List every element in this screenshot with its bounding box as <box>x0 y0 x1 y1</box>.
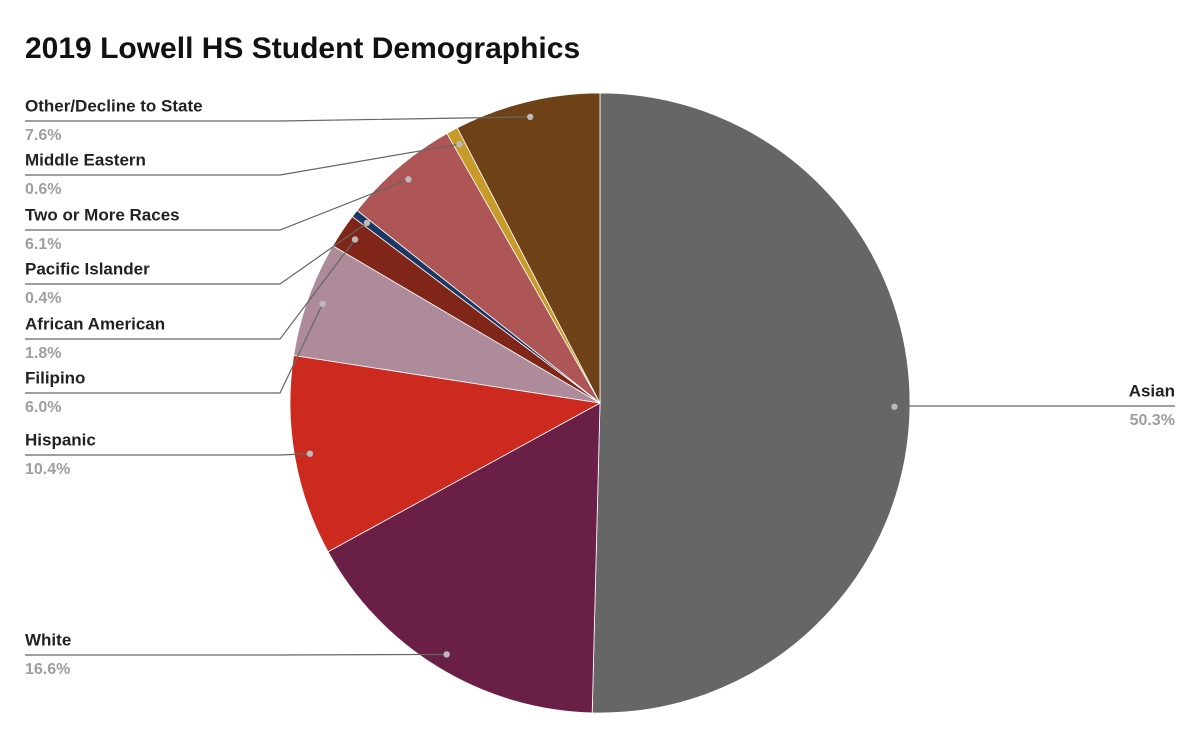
slice-value-label: 1.8% <box>25 345 61 362</box>
slice-value-label: 0.6% <box>25 181 61 198</box>
slice-label: Pacific Islander <box>25 259 150 278</box>
leader-dot <box>306 450 314 457</box>
chart-title: 2019 Lowell HS Student Demographics <box>25 32 580 65</box>
slice-label: Asian <box>1129 381 1175 400</box>
leader-dot <box>527 113 534 121</box>
leader-dot <box>351 236 359 243</box>
slice-value-label: 6.0% <box>25 399 61 416</box>
leader-line <box>25 143 460 176</box>
slice-label: Other/Decline to State <box>25 96 203 115</box>
slice-value-label: 7.6% <box>25 127 61 144</box>
leader-dot <box>456 140 463 148</box>
leader-dot <box>891 403 898 410</box>
slice-label: African American <box>25 314 165 333</box>
slice-value-label: 16.6% <box>25 661 70 678</box>
slice-value-label: 6.1% <box>25 236 61 253</box>
leader-line <box>25 178 409 231</box>
leader-line <box>25 453 310 456</box>
slice-label: Hispanic <box>25 430 96 449</box>
pie-slice <box>327 402 601 714</box>
leader-line <box>25 222 368 285</box>
slice-label: White <box>25 630 71 649</box>
leader-dot <box>443 651 450 658</box>
pie-slice <box>591 92 911 714</box>
pie-slice <box>356 132 601 404</box>
leader-dot <box>405 176 412 183</box>
leader-dot <box>363 219 371 227</box>
slice-value-label: 10.4% <box>25 461 70 478</box>
slice-label: Middle Eastern <box>25 150 146 169</box>
slice-label: Two or More Races <box>25 205 180 224</box>
leader-line <box>25 116 531 122</box>
pie-slice <box>456 92 601 404</box>
leader-line <box>25 239 356 340</box>
leader-line <box>25 653 447 656</box>
slice-value-label: 0.4% <box>25 290 61 307</box>
slice-label: Filipino <box>25 368 85 387</box>
leader-dot <box>319 300 326 308</box>
leader-line <box>25 303 324 394</box>
slice-value-label: 50.3% <box>1130 412 1175 429</box>
